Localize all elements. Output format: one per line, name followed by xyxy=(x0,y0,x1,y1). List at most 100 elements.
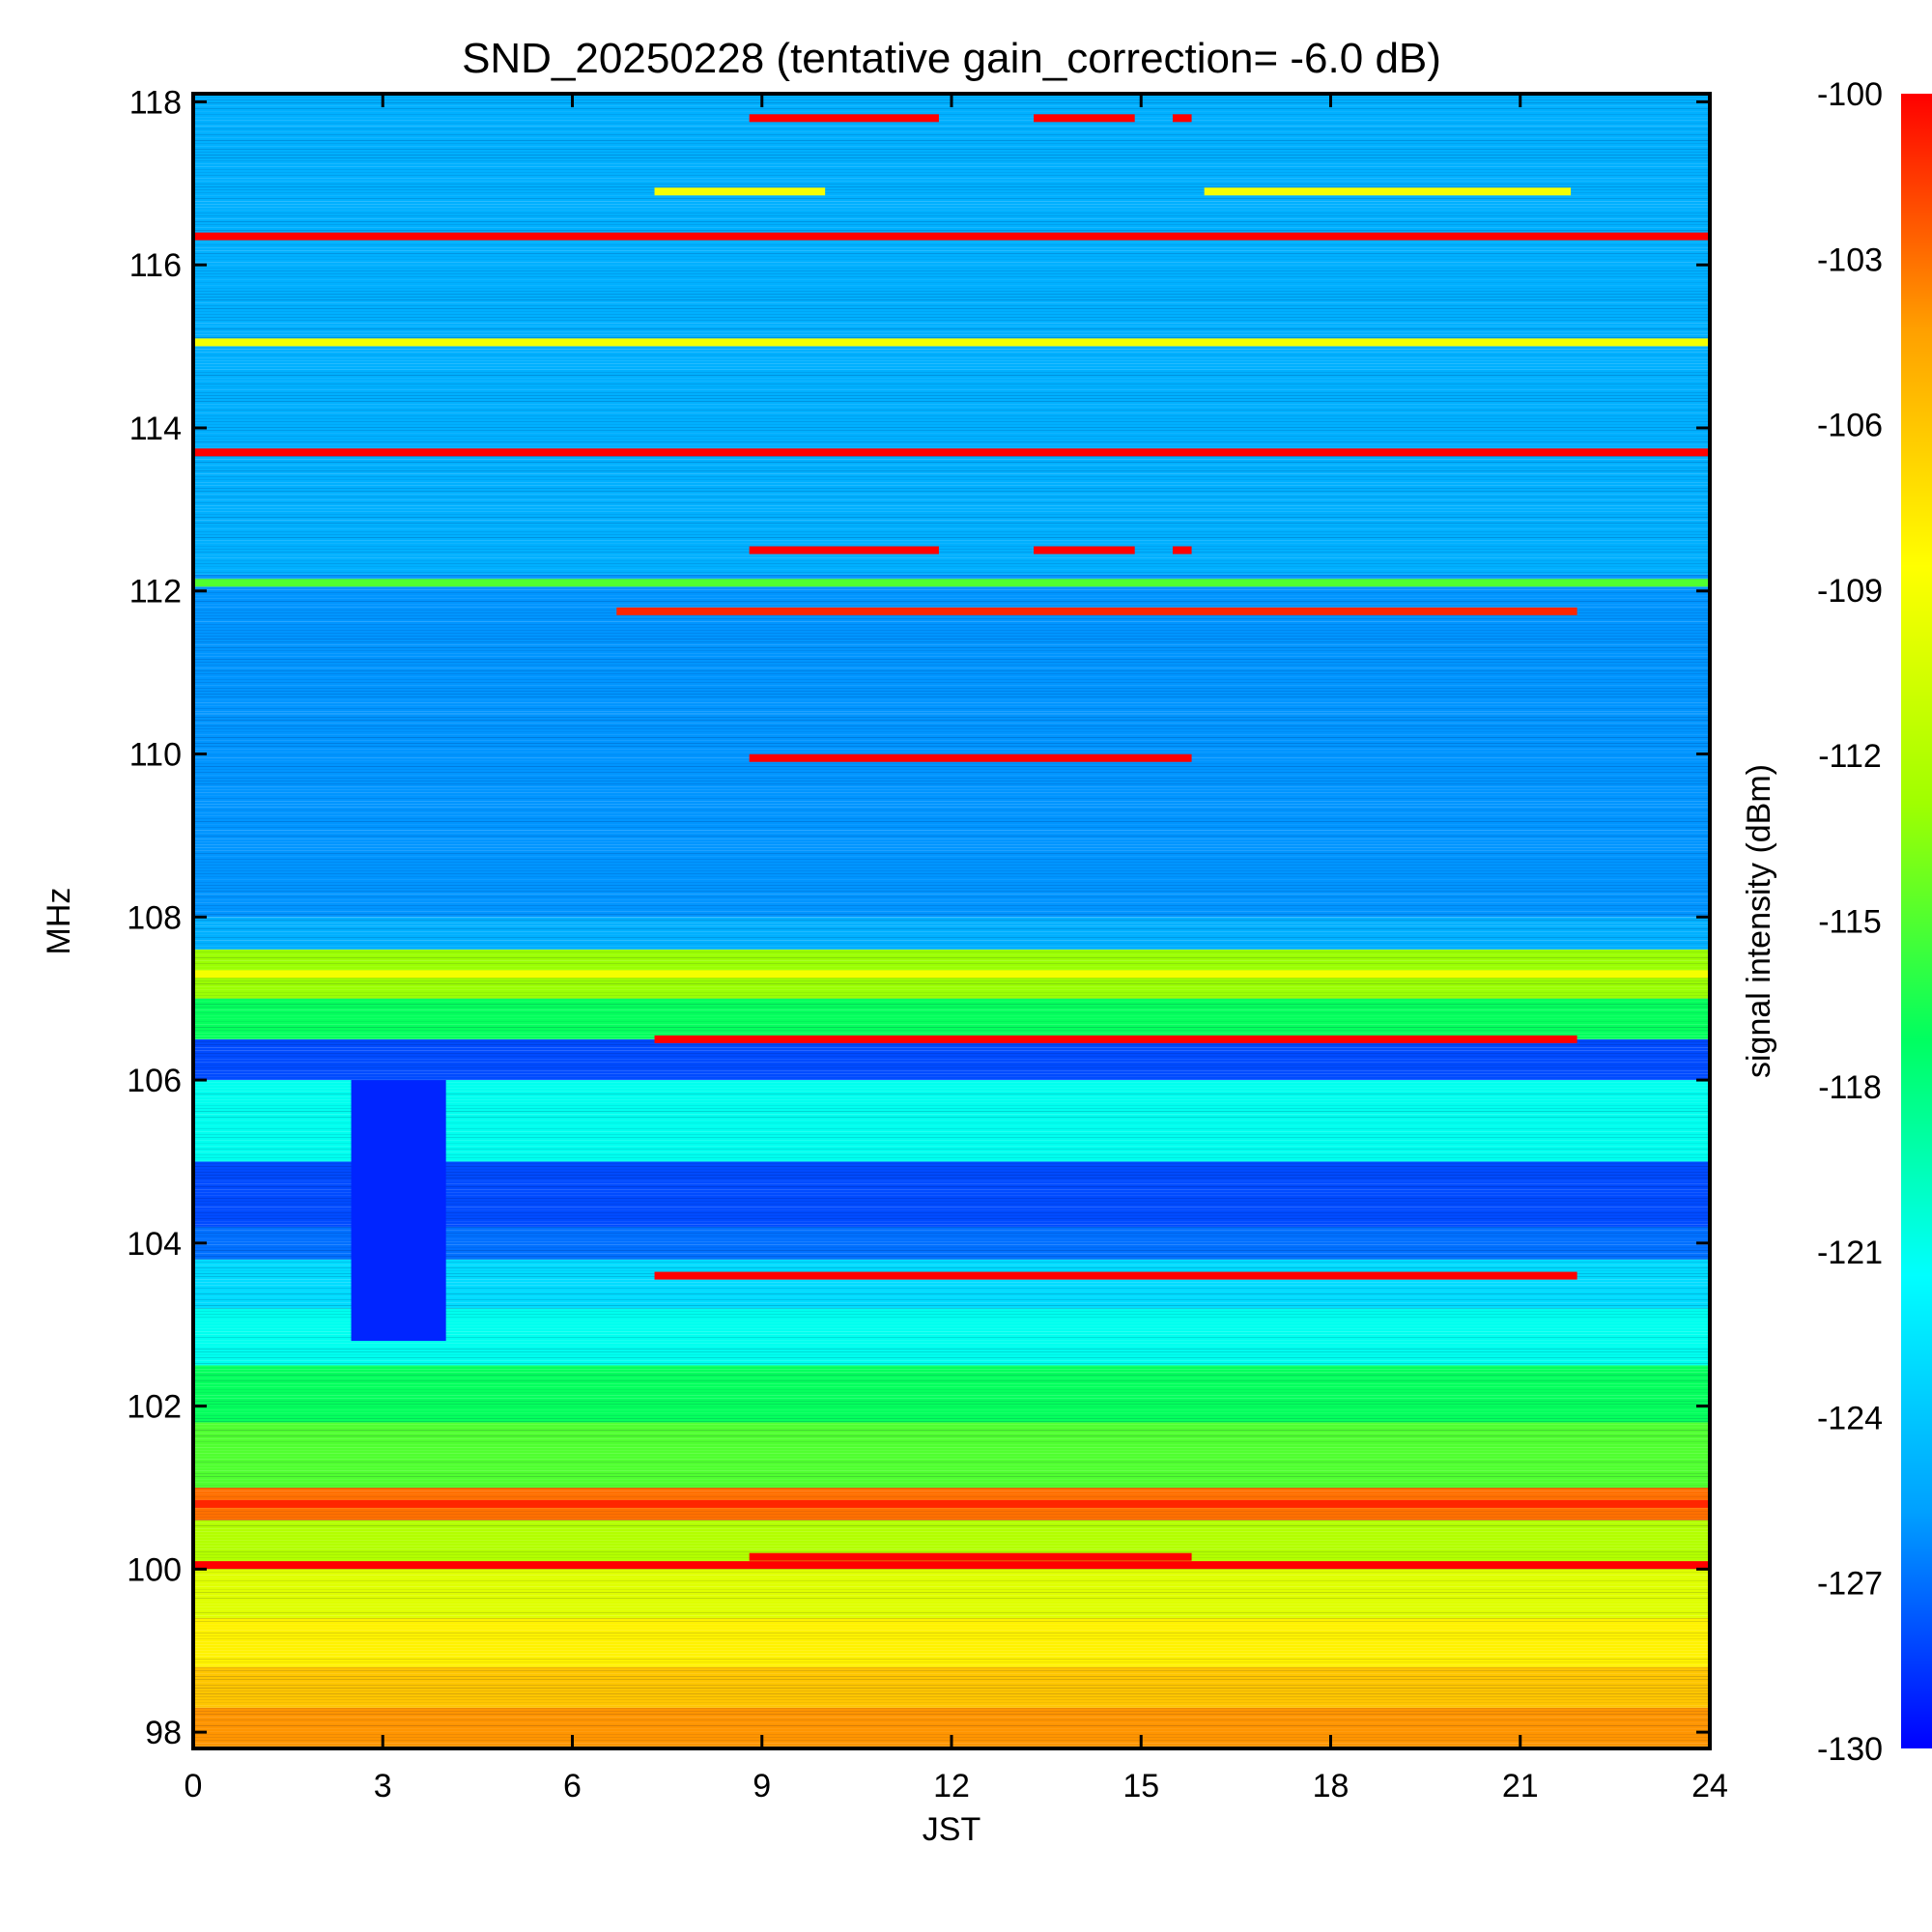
texture-line xyxy=(193,1053,1710,1054)
signal-feature-7 xyxy=(749,114,939,123)
texture-line xyxy=(193,1731,1710,1732)
texture-line xyxy=(193,1528,1710,1529)
texture-line xyxy=(193,273,1710,274)
texture-line xyxy=(193,682,1710,683)
texture-line xyxy=(193,841,1710,842)
texture-line xyxy=(193,1621,1710,1622)
colorbar xyxy=(1901,94,1932,1748)
texture-line xyxy=(193,323,1710,324)
texture-line xyxy=(193,627,1710,628)
texture-line xyxy=(193,708,1710,709)
texture-line xyxy=(193,1711,1710,1712)
texture-line xyxy=(193,1430,1710,1431)
texture-line xyxy=(193,155,1710,156)
texture-line xyxy=(193,604,1710,605)
texture-line xyxy=(193,1401,1710,1402)
texture-line xyxy=(193,911,1710,912)
texture-line xyxy=(193,250,1710,251)
texture-line xyxy=(193,636,1710,637)
texture-line xyxy=(193,676,1710,677)
texture-line xyxy=(193,1125,1710,1126)
texture-line xyxy=(193,415,1710,416)
texture-line xyxy=(193,331,1710,332)
texture-line xyxy=(193,1464,1710,1465)
texture-line xyxy=(193,514,1710,515)
colorbar-tick-label: -112 xyxy=(1818,738,1882,775)
texture-line xyxy=(193,1143,1710,1144)
signal-feature-2 xyxy=(193,448,1710,457)
texture-line xyxy=(193,641,1710,642)
texture-line xyxy=(193,1140,1710,1141)
texture-line xyxy=(193,838,1710,839)
texture-line xyxy=(193,192,1710,193)
colorbar-tick-label: -109 xyxy=(1817,573,1883,610)
texture-line xyxy=(193,1001,1710,1002)
texture-line xyxy=(193,650,1710,651)
texture-line xyxy=(193,412,1710,413)
texture-line xyxy=(193,1073,1710,1074)
x-tick-label: 6 xyxy=(563,1768,582,1804)
texture-line xyxy=(193,1734,1710,1735)
texture-line xyxy=(193,401,1710,402)
x-tick-label: 9 xyxy=(753,1768,771,1804)
texture-line xyxy=(193,633,1710,634)
texture-line xyxy=(193,1105,1710,1106)
texture-line xyxy=(193,980,1710,981)
texture-line xyxy=(193,778,1710,779)
texture-line xyxy=(193,931,1710,932)
texture-line xyxy=(193,265,1710,266)
texture-line xyxy=(193,1435,1710,1436)
texture-line xyxy=(193,485,1710,486)
texture-line xyxy=(193,1351,1710,1352)
texture-line xyxy=(193,586,1710,587)
y-tick-label: 116 xyxy=(129,247,182,284)
texture-line xyxy=(193,1650,1710,1651)
texture-line xyxy=(193,534,1710,535)
signal-feature-19 xyxy=(1204,187,1572,196)
signal-feature-18 xyxy=(654,187,826,196)
heatmap-band-2 xyxy=(193,1617,1710,1667)
texture-line xyxy=(193,960,1710,961)
texture-line xyxy=(193,1383,1710,1384)
texture-line xyxy=(193,508,1710,509)
texture-line xyxy=(193,850,1710,851)
texture-line xyxy=(193,978,1710,979)
texture-line xyxy=(193,439,1710,440)
texture-line xyxy=(193,833,1710,834)
heatmap-band-16 xyxy=(193,917,1710,951)
texture-line xyxy=(193,517,1710,518)
signal-feature-14 xyxy=(749,753,1192,762)
texture-line xyxy=(193,1647,1710,1648)
texture-line xyxy=(193,1595,1710,1596)
texture-line xyxy=(193,656,1710,657)
texture-line xyxy=(193,424,1710,425)
texture-line xyxy=(193,1601,1710,1602)
texture-line xyxy=(193,436,1710,437)
texture-line xyxy=(193,1398,1710,1399)
texture-line xyxy=(193,1151,1710,1152)
texture-line xyxy=(193,560,1710,561)
texture-line xyxy=(193,885,1710,886)
texture-line xyxy=(193,447,1710,448)
y-tick-label: 108 xyxy=(127,899,182,936)
texture-line xyxy=(193,853,1710,854)
texture-line xyxy=(193,763,1710,764)
texture-line xyxy=(193,1322,1710,1323)
texture-line xyxy=(193,1288,1710,1289)
texture-line xyxy=(193,1664,1710,1665)
texture-line xyxy=(193,905,1710,906)
texture-line xyxy=(193,925,1710,926)
texture-line xyxy=(193,1548,1710,1549)
texture-line xyxy=(193,1693,1710,1694)
texture-line xyxy=(193,992,1710,993)
texture-line xyxy=(193,728,1710,729)
texture-line xyxy=(193,688,1710,689)
texture-line xyxy=(193,1447,1710,1448)
texture-line xyxy=(193,969,1710,970)
texture-line xyxy=(193,792,1710,793)
texture-line xyxy=(193,1062,1710,1063)
texture-line xyxy=(193,259,1710,260)
texture-line xyxy=(193,224,1710,225)
texture-line xyxy=(193,1091,1710,1092)
